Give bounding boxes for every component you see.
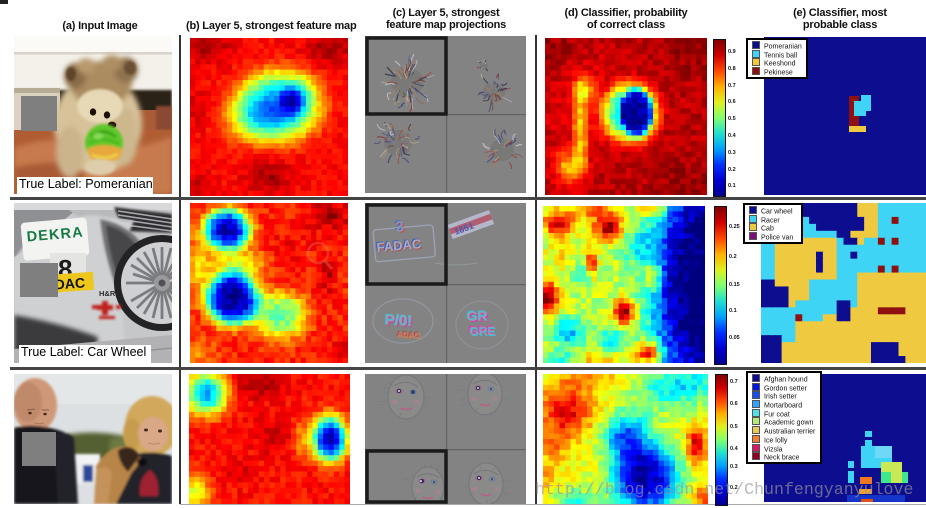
svg-text:DEKRA: DEKRA — [26, 225, 84, 246]
svg-text:DAC: DAC — [54, 274, 85, 292]
svg-text:H&R: H&R — [99, 289, 116, 298]
